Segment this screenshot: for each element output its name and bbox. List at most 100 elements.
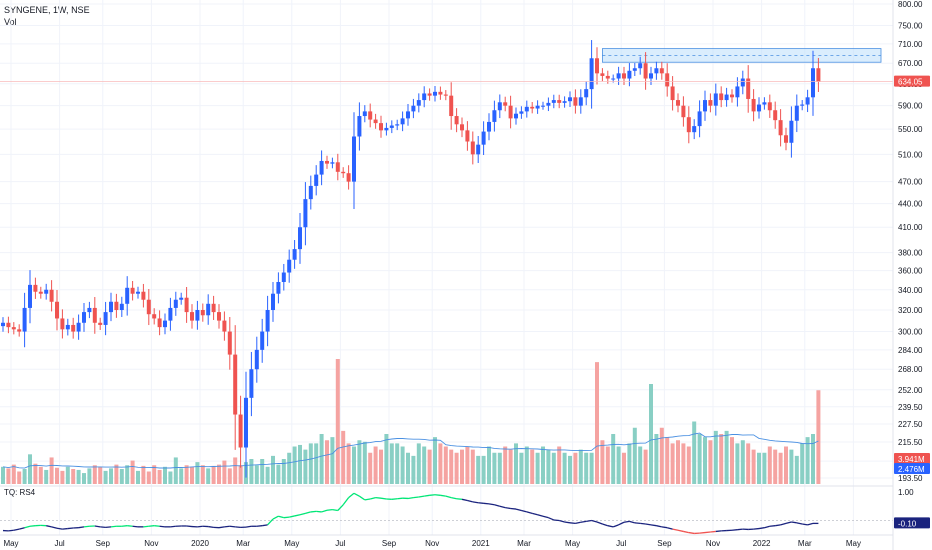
- candle-body: [568, 97, 572, 102]
- rs-segment: [46, 525, 52, 528]
- rs-segment: [391, 498, 398, 500]
- volume-bar: [384, 434, 389, 484]
- volume-bar: [708, 440, 713, 484]
- volume-bar: [519, 452, 524, 484]
- volume-bar: [82, 473, 86, 484]
- candle-body: [508, 105, 513, 119]
- volume-bar: [670, 443, 675, 484]
- candle-body: [260, 331, 265, 350]
- rs-segment: [650, 524, 657, 527]
- rs-segment: [456, 498, 463, 500]
- candle-body: [254, 349, 259, 370]
- candle-body: [649, 73, 653, 79]
- candle-body: [103, 312, 108, 325]
- volume-bar: [433, 437, 437, 484]
- candle-body: [541, 105, 545, 107]
- volume-bar: [325, 440, 329, 484]
- rs-segment: [245, 525, 252, 528]
- rs-segment: [289, 515, 295, 518]
- price-tick-label: 320.00: [898, 306, 923, 315]
- volume-bar: [449, 449, 454, 484]
- rs-segment: [640, 522, 646, 525]
- rs-segment: [429, 494, 436, 496]
- candle-body: [357, 116, 362, 137]
- volume-bar: [681, 443, 686, 484]
- volume-ma-tag-bg: [894, 463, 930, 474]
- time-tick-label: Mar: [236, 539, 250, 548]
- price-tick-label: 800.00: [898, 0, 923, 9]
- candle-body: [227, 331, 232, 355]
- candle-body: [217, 312, 221, 321]
- price-tick-label: 590.00: [898, 102, 923, 111]
- volume-bar: [346, 443, 351, 484]
- rs-segment: [229, 525, 236, 528]
- candle-body: [643, 63, 648, 79]
- volume-bar: [168, 471, 173, 484]
- candle-body: [325, 160, 329, 164]
- volume-bar: [362, 441, 367, 484]
- candle-body: [443, 94, 448, 96]
- candle-body: [33, 284, 38, 292]
- volume-bar: [103, 470, 108, 484]
- candle-body: [816, 68, 821, 82]
- volume-bar: [816, 390, 821, 484]
- rs-segment: [159, 525, 166, 528]
- rs-segment: [688, 531, 695, 535]
- rs-segment: [13, 528, 20, 531]
- rs-segment: [710, 530, 716, 533]
- rs-segment: [467, 499, 473, 503]
- volume-bar: [416, 443, 421, 484]
- time-tick-label: 2021: [472, 539, 490, 548]
- rs-segment: [629, 520, 635, 524]
- volume-bar: [654, 434, 659, 484]
- volume-bar: [330, 437, 335, 484]
- candle-body: [303, 199, 308, 228]
- candle-body: [670, 86, 675, 101]
- candle-body: [335, 162, 340, 172]
- rs-segment: [321, 509, 328, 513]
- candle-body: [55, 301, 59, 319]
- volume-bar: [357, 440, 362, 484]
- rs-tick-label: 1.00: [898, 488, 914, 497]
- volume-bar: [303, 449, 308, 484]
- rs-segment: [397, 497, 403, 500]
- volume-bar: [222, 460, 227, 484]
- rs-segment: [186, 525, 193, 528]
- candle-body: [730, 94, 734, 98]
- candle-body: [184, 297, 189, 313]
- rs-segment: [483, 502, 490, 505]
- candle-body: [346, 173, 351, 182]
- volume-bar: [746, 443, 751, 484]
- candle-body: [589, 58, 594, 90]
- candle-body: [519, 111, 524, 114]
- volume-bar: [454, 452, 459, 484]
- rs-segment: [154, 525, 160, 527]
- candle-body: [22, 307, 27, 332]
- price-tick-label: 340.00: [898, 286, 923, 295]
- rs-segment: [791, 521, 797, 524]
- rs-segment: [197, 525, 203, 528]
- candle-body: [800, 104, 805, 106]
- volume-bar: [163, 466, 167, 484]
- rs-segment: [121, 525, 128, 527]
- volume-bar: [87, 468, 92, 484]
- rs-segment: [731, 529, 738, 531]
- candle-body: [654, 68, 659, 74]
- volume-bar: [179, 468, 184, 484]
- rs-segment: [515, 508, 522, 512]
- rs-segment: [170, 525, 176, 528]
- time-tick-label: Nov: [706, 539, 720, 548]
- rs-segment: [332, 508, 338, 512]
- rs-segment: [785, 521, 792, 525]
- time-axis[interactable]: May Jul Sep Nov 2020 Mar May Jul Sep Nov 2021 Mar Ma…: [3, 539, 861, 548]
- volume-bar: [508, 449, 513, 484]
- rs-segment: [569, 522, 576, 525]
- candle-body: [6, 322, 11, 328]
- price-tick-label: 268.00: [898, 365, 923, 374]
- rs-segment: [326, 508, 333, 511]
- candle-body: [173, 299, 178, 308]
- rs-segment: [737, 528, 743, 531]
- volume-bar: [11, 464, 16, 484]
- volume-bar: [476, 455, 481, 484]
